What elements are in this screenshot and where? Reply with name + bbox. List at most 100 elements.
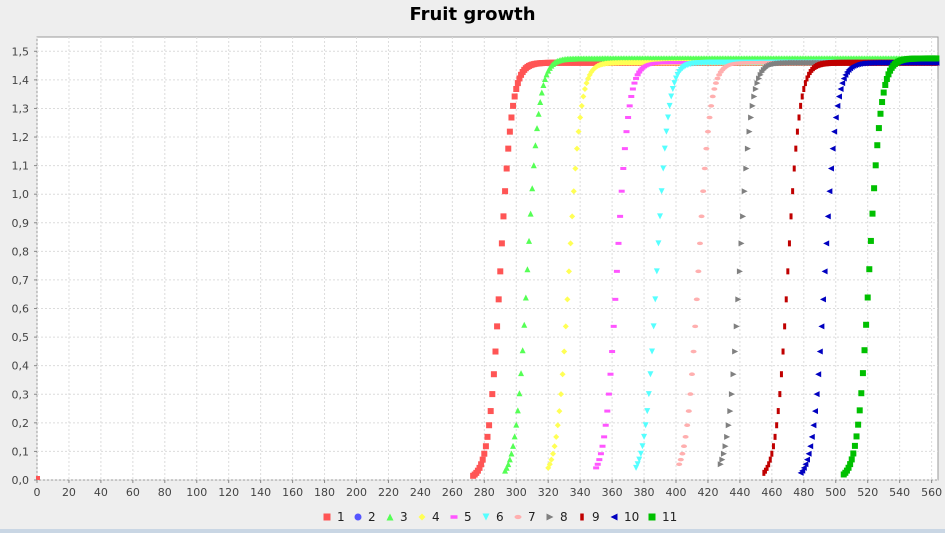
data-point (722, 443, 729, 450)
x-tick-label: 120 (218, 486, 239, 499)
data-point (500, 213, 507, 220)
legend-item-9[interactable]: 9 (580, 510, 600, 524)
data-point (795, 128, 799, 135)
data-point (637, 450, 644, 457)
data-point (781, 348, 785, 355)
data-point (856, 407, 863, 414)
legend-label: 11 (662, 510, 677, 524)
data-point (511, 433, 518, 440)
data-point (687, 392, 694, 396)
data-point (810, 422, 817, 429)
data-point (597, 452, 604, 456)
legend-item-1[interactable]: 1 (323, 510, 345, 524)
data-point (837, 59, 841, 66)
data-point (676, 462, 683, 467)
legend-label: 9 (592, 510, 600, 524)
data-point (620, 167, 627, 171)
y-tick-label: 0,2 (12, 417, 30, 430)
x-tick-label: 340 (570, 486, 591, 499)
data-point (665, 114, 672, 121)
x-tick-label: 280 (474, 486, 495, 499)
data-point (733, 323, 740, 330)
data-point (757, 71, 764, 78)
grid (36, 37, 938, 481)
legend-marker (354, 513, 362, 521)
data-point (712, 81, 719, 85)
data-point (617, 214, 624, 218)
data-point (763, 467, 767, 474)
legend-item-6[interactable]: 6 (482, 510, 504, 524)
y-tick-label: 1,2 (12, 131, 30, 144)
data-point (875, 125, 882, 132)
data-point (607, 372, 614, 376)
data-point (826, 60, 830, 67)
data-point (840, 75, 847, 82)
data-point (824, 213, 831, 220)
data-point (767, 461, 771, 468)
data-point (680, 444, 687, 449)
data-point (799, 102, 803, 109)
data-point (684, 423, 691, 428)
data-point (553, 433, 560, 440)
legend-item-2[interactable]: 2 (354, 510, 376, 524)
data-point (853, 59, 857, 66)
data-point (851, 442, 858, 449)
legend-item-10[interactable]: 10 (610, 510, 640, 524)
data-point (730, 371, 737, 378)
data-point (605, 392, 612, 396)
data-point (666, 102, 673, 109)
data-point (700, 189, 707, 193)
y-tick-label: 0,6 (12, 303, 30, 316)
data-point (805, 75, 809, 82)
data-point (618, 189, 625, 193)
data-point (625, 115, 632, 119)
data-point (818, 61, 822, 68)
data-point (629, 87, 636, 91)
data-point (728, 391, 735, 398)
series-11 (840, 55, 940, 478)
legend-item-4[interactable]: 4 (418, 510, 440, 524)
data-point (660, 165, 667, 172)
legend-item-5[interactable]: 5 (450, 510, 472, 524)
legend-item-8[interactable]: 8 (546, 510, 568, 524)
data-point (612, 297, 619, 301)
data-point (510, 442, 517, 449)
data-point (756, 75, 763, 82)
data-point (706, 115, 713, 120)
data-point (851, 59, 855, 66)
data-point (551, 443, 558, 450)
data-point (644, 408, 651, 415)
data-point (815, 62, 819, 69)
data-point (543, 71, 550, 78)
x-tick-label: 60 (126, 486, 140, 499)
data-point (641, 433, 648, 440)
x-tick-label: 320 (538, 486, 559, 499)
legend-label: 5 (464, 510, 472, 524)
data-point (636, 70, 643, 74)
data-point (802, 85, 806, 92)
x-tick-label: 260 (442, 486, 463, 499)
data-point (701, 166, 708, 171)
x-tick-label: 400 (666, 486, 687, 499)
data-point (497, 268, 504, 275)
data-point (578, 102, 585, 109)
data-point (791, 188, 795, 195)
x-tick-label: 40 (94, 486, 108, 499)
data-point (594, 462, 601, 466)
legend-item-7[interactable]: 7 (514, 510, 536, 524)
data-point (752, 85, 759, 92)
legend-item-11[interactable]: 11 (648, 510, 678, 524)
data-point (519, 347, 526, 354)
legend-item-3[interactable]: 3 (386, 510, 408, 524)
data-point (492, 348, 499, 355)
x-tick-label: 360 (602, 486, 623, 499)
data-point (634, 73, 641, 77)
data-point (716, 73, 723, 77)
data-point (815, 371, 822, 378)
legend-label: 6 (496, 510, 504, 524)
data-point (823, 60, 827, 67)
data-point (770, 450, 774, 457)
data-point (561, 348, 568, 355)
data-point (882, 81, 889, 88)
